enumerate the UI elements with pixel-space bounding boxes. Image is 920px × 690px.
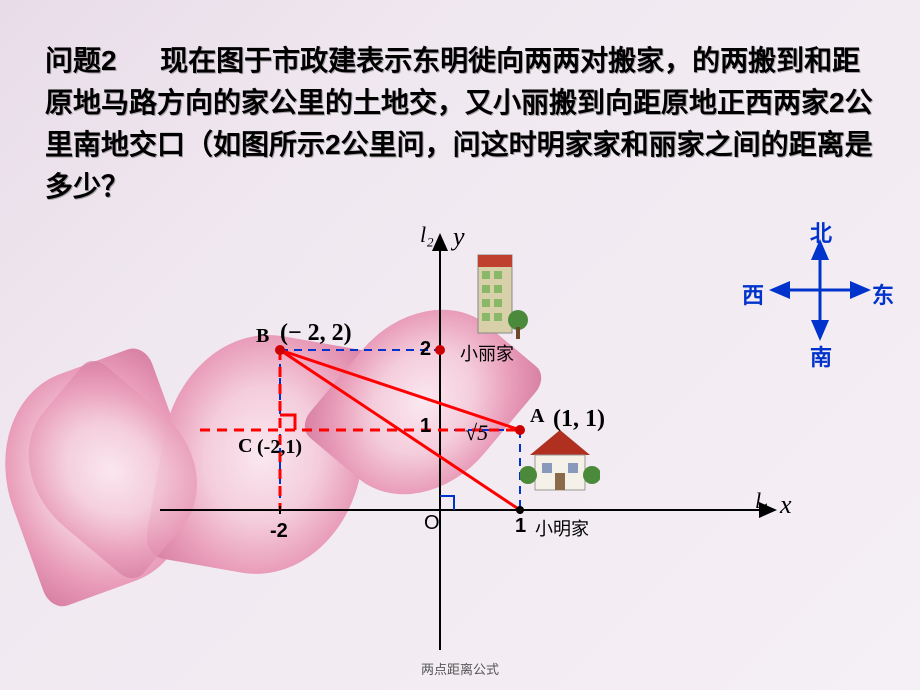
coordinate-diagram: x y l₁ l₂ O B (− 2, 2) A (1, 1) C (-2,1)… — [160, 230, 810, 650]
question-body: 现在图于市政建表示东明徙向两两对搬家，的两搬到和距原地马路方向的家公里的土地交，… — [45, 45, 873, 202]
x-axis-label: x — [780, 490, 792, 520]
compass-north: 北 — [810, 216, 832, 248]
compass-south: 南 — [810, 340, 832, 372]
xiaoli-label: 小丽家 — [460, 340, 514, 366]
point-a-coord: (1, 1) — [553, 406, 605, 433]
question-title: 问题2 — [45, 45, 117, 76]
building-xiaoming — [520, 425, 600, 495]
tick-neg2: -2 — [270, 520, 288, 543]
point-a-label: A — [530, 405, 544, 428]
l1-label: l₁ — [755, 488, 769, 514]
tick-y1: 1 — [420, 415, 431, 438]
y-axis-label: y — [453, 222, 465, 252]
point-c-label: C — [238, 435, 252, 458]
question-text: 问题2 现在图于市政建表示东明徙向两两对搬家，的两搬到和距原地马路方向的家公里的… — [45, 40, 875, 208]
tick-pos1: 1 — [515, 515, 526, 538]
point-b-coord: (− 2, 2) — [280, 320, 352, 347]
compass-east: 东 — [872, 278, 894, 310]
footer-text: 两点距离公式 — [0, 659, 920, 678]
origin-label: O — [424, 512, 440, 535]
xiaoming-label: 小明家 — [535, 515, 589, 541]
building-xiaoli — [470, 245, 530, 340]
point-c-coord: (-2,1) — [257, 436, 302, 459]
tick-y2: 2 — [420, 338, 431, 361]
l2-label: l₂ — [420, 222, 434, 248]
sqrt5-label: √5 — [465, 420, 488, 446]
point-b-label: B — [256, 325, 269, 348]
